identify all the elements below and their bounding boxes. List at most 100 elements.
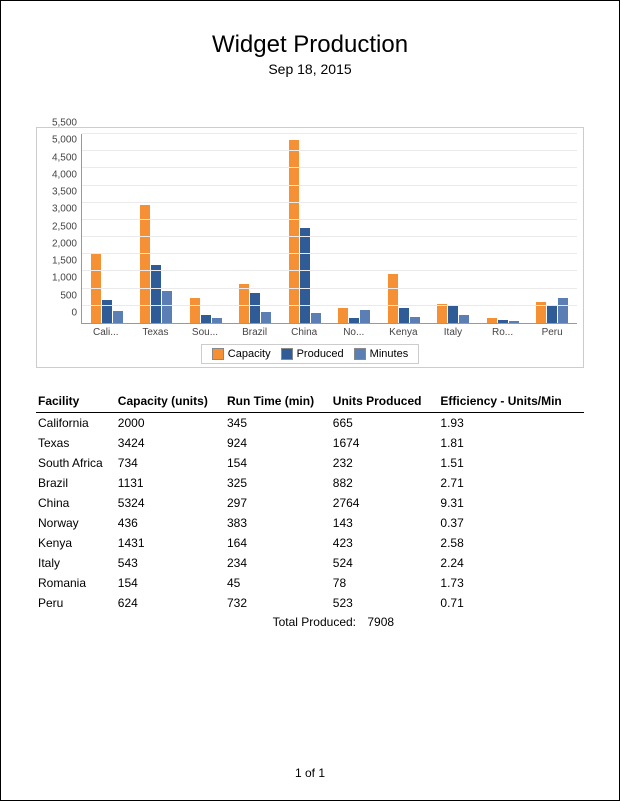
bar-group: [181, 134, 231, 323]
table-cell: 924: [225, 433, 331, 453]
legend-item: Produced: [281, 348, 344, 360]
table-cell: 436: [116, 513, 225, 533]
bar-produced: [151, 265, 161, 323]
bar-minutes: [360, 310, 370, 323]
gridline: [82, 202, 577, 203]
x-tick-label: China: [279, 324, 329, 338]
table-cell: 624: [116, 593, 225, 613]
legend-label: Minutes: [370, 348, 409, 360]
y-tick-label: 1,500: [52, 256, 77, 267]
x-tick-label: Texas: [131, 324, 181, 338]
bar-minutes: [459, 315, 469, 323]
bar-produced: [547, 305, 557, 323]
bar-group: [231, 134, 281, 323]
table-cell: 297: [225, 493, 331, 513]
table-cell: 734: [116, 453, 225, 473]
bar-group: [379, 134, 429, 323]
gridline: [82, 150, 577, 151]
table-column-header: Run Time (min): [225, 390, 331, 413]
table-cell: 45: [225, 573, 331, 593]
gridline: [82, 305, 577, 306]
table-cell: 1.73: [438, 573, 584, 593]
y-tick-label: 3,500: [52, 187, 77, 198]
chart-y-axis: 05001,0001,5002,0002,5003,0003,5004,0004…: [43, 134, 81, 324]
x-tick-label: No...: [329, 324, 379, 338]
bar-capacity: [487, 318, 497, 323]
table-cell: 2.58: [438, 533, 584, 553]
chart-legend-inner: Capacity Produced Minutes: [201, 344, 419, 364]
table-column-header: Capacity (units): [116, 390, 225, 413]
y-tick-label: 5,500: [52, 118, 77, 129]
bar-produced: [300, 228, 310, 323]
bar-capacity: [239, 284, 249, 323]
page-title: Widget Production: [36, 31, 584, 59]
table-cell: 1674: [331, 433, 439, 453]
bar-minutes: [113, 311, 123, 323]
bar-minutes: [410, 317, 420, 323]
table-cell: 232: [331, 453, 439, 473]
gridline: [82, 236, 577, 237]
table-cell: Romania: [36, 573, 116, 593]
chart-x-labels: Cali...TexasSou...BrazilChinaNo...KenyaI…: [81, 324, 577, 338]
table-row: Italy5432345242.24: [36, 553, 584, 573]
x-tick-label: Sou...: [180, 324, 230, 338]
table-cell: 154: [116, 573, 225, 593]
table-cell: 1.81: [438, 433, 584, 453]
table-cell: 164: [225, 533, 331, 553]
bar-produced: [448, 305, 458, 323]
y-tick-label: 5,000: [52, 135, 77, 146]
chart-container: 05001,0001,5002,0002,5003,0003,5004,0004…: [36, 127, 584, 368]
legend-swatch: [212, 348, 224, 360]
bar-group: [429, 134, 479, 323]
gridline: [82, 270, 577, 271]
table-cell: 732: [225, 593, 331, 613]
table-cell: California: [36, 413, 116, 434]
gridline: [82, 219, 577, 220]
table-cell: 234: [225, 553, 331, 573]
y-tick-label: 2,500: [52, 221, 77, 232]
table-cell: 0.71: [438, 593, 584, 613]
bar-capacity: [190, 298, 200, 323]
bar-capacity: [388, 274, 398, 323]
table-cell: 523: [331, 593, 439, 613]
table-column-header: Units Produced: [331, 390, 439, 413]
table-cell: 1.51: [438, 453, 584, 473]
bar-produced: [399, 308, 409, 323]
legend-item: Capacity: [212, 348, 271, 360]
table-cell: Norway: [36, 513, 116, 533]
table-cell: 78: [331, 573, 439, 593]
bar-produced: [102, 300, 112, 323]
bar-group: [82, 134, 132, 323]
x-tick-label: Italy: [428, 324, 478, 338]
table-column-header: Facility: [36, 390, 116, 413]
table-cell: 423: [331, 533, 439, 553]
table-row: Norway4363831430.37: [36, 513, 584, 533]
bar-produced: [201, 315, 211, 323]
bar-group: [330, 134, 380, 323]
table-cell: 882: [331, 473, 439, 493]
bar-produced: [498, 320, 508, 323]
page-footer: 1 of 1: [1, 766, 619, 780]
y-tick-label: 0: [71, 308, 77, 319]
bar-group: [478, 134, 528, 323]
bar-group: [132, 134, 182, 323]
page-subtitle: Sep 18, 2015: [36, 61, 584, 77]
y-tick-label: 500: [60, 290, 77, 301]
table-body: California20003456651.93Texas34249241674…: [36, 413, 584, 614]
table-cell: 2.71: [438, 473, 584, 493]
chart-plot: [81, 134, 577, 324]
table-row: Brazil11313258822.71: [36, 473, 584, 493]
table-cell: 154: [225, 453, 331, 473]
chart-bars: [82, 134, 577, 323]
table-row: California20003456651.93: [36, 413, 584, 434]
legend-item: Minutes: [354, 348, 409, 360]
table-cell: Kenya: [36, 533, 116, 553]
table-cell: Brazil: [36, 473, 116, 493]
bar-group: [528, 134, 578, 323]
legend-label: Capacity: [228, 348, 271, 360]
table-cell: 543: [116, 553, 225, 573]
y-tick-label: 1,000: [52, 273, 77, 284]
table-row: Texas342492416741.81: [36, 433, 584, 453]
table-cell: 665: [331, 413, 439, 434]
bar-minutes: [261, 312, 271, 323]
